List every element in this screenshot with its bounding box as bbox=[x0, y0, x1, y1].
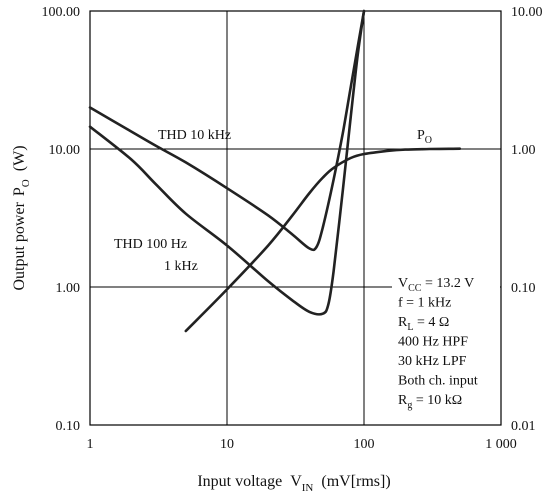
condition-text: Both ch. input bbox=[398, 374, 478, 389]
condition-line: Both ch. input bbox=[398, 374, 478, 389]
annotation-thd-1khz: 1 kHz bbox=[164, 259, 198, 274]
condition-line: Rg = 10 kΩ bbox=[398, 393, 462, 411]
x-axis-title-main: Input voltage bbox=[197, 473, 282, 490]
condition-value: = 10 kΩ bbox=[412, 393, 462, 408]
condition-text: V bbox=[398, 276, 408, 291]
condition-value: = 13.2 V bbox=[421, 276, 474, 291]
x-tick-label: 100 bbox=[354, 437, 375, 452]
x-axis-title-unit: (mV[rms]) bbox=[321, 473, 390, 490]
y2-tick-label: 0.10 bbox=[511, 281, 536, 296]
condition-line: 30 kHz LPF bbox=[398, 354, 467, 369]
x-axis-title: Input voltage VIN (mV[rms]) bbox=[197, 473, 390, 494]
condition-subscript: g bbox=[407, 400, 412, 411]
series-line-2 bbox=[88, 9, 366, 252]
y-axis-title-symbol: P bbox=[11, 187, 28, 196]
condition-value: = 4 Ω bbox=[413, 315, 449, 330]
annotation-thd-100hz: THD 100 Hz bbox=[114, 237, 187, 252]
condition-text: R bbox=[398, 315, 408, 330]
condition-subscript: CC bbox=[408, 283, 422, 294]
series bbox=[88, 9, 462, 333]
x-tick-label: 1 000 bbox=[485, 437, 517, 452]
condition-line: f = 1 kHz bbox=[398, 296, 451, 311]
y-tick-label: 1.00 bbox=[56, 281, 81, 296]
series-line-1 bbox=[184, 147, 462, 333]
y-axis-title-subscript: O bbox=[20, 179, 32, 187]
y-tick-label: 100.00 bbox=[42, 5, 81, 20]
y-tick-label: 0.10 bbox=[56, 419, 81, 434]
x-axis-title-subscript: IN bbox=[302, 482, 314, 494]
x-axis-title-symbol: V bbox=[290, 473, 302, 490]
condition-text: f = 1 kHz bbox=[398, 296, 451, 311]
annotation-thd-10khz: THD 10 kHz bbox=[158, 128, 231, 143]
condition-line: VCC = 13.2 V bbox=[398, 276, 474, 294]
y-axis-title: Output power PO (W) bbox=[11, 145, 32, 290]
series-line-3 bbox=[88, 9, 366, 316]
y2-tick-label: 10.00 bbox=[511, 5, 543, 20]
condition-line: 400 Hz HPF bbox=[398, 335, 468, 350]
y2-tick-label: 1.00 bbox=[511, 143, 536, 158]
condition-text: 400 Hz HPF bbox=[398, 335, 468, 350]
y-axis-title-main: Output power bbox=[11, 201, 28, 290]
annotation-po-symbol: P bbox=[417, 128, 425, 143]
condition-subscript: L bbox=[407, 322, 413, 333]
condition-text: 30 kHz LPF bbox=[398, 354, 467, 369]
y-axis-title-unit: (W) bbox=[11, 145, 28, 171]
x-tick-label: 10 bbox=[220, 437, 234, 452]
annotation-po: PO bbox=[417, 128, 432, 146]
y-tick-label: 10.00 bbox=[49, 143, 81, 158]
y2-tick-label: 0.01 bbox=[511, 419, 536, 434]
annotation-po-subscript: O bbox=[425, 135, 432, 146]
condition-line: RL = 4 Ω bbox=[398, 315, 449, 333]
condition-text: R bbox=[398, 393, 408, 408]
tick-labels: 1 10 100 1 000 0.10 1.00 10.00 100.00 0.01 0.10 1.… bbox=[42, 5, 543, 452]
plot-frame bbox=[89, 10, 502, 426]
x-tick-label: 1 bbox=[87, 437, 94, 452]
conditions-background bbox=[392, 270, 500, 420]
